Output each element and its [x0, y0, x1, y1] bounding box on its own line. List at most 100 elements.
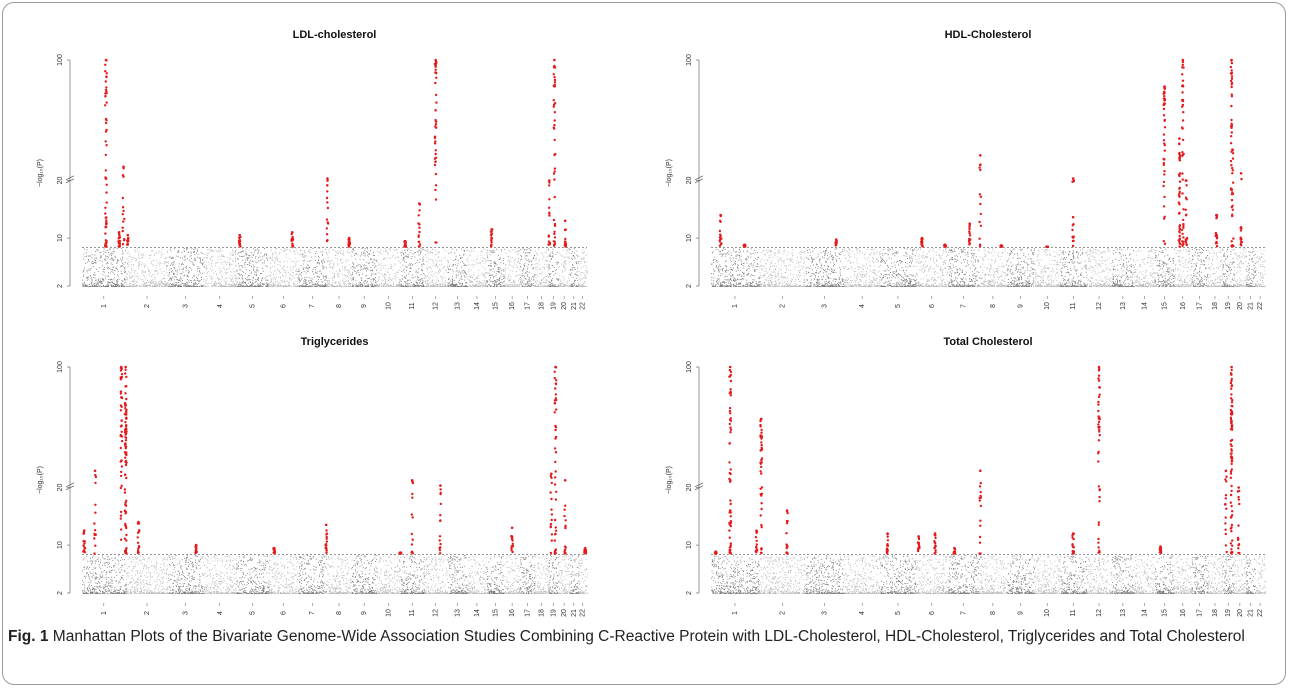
snp-point [211, 263, 212, 264]
snp-point [224, 285, 225, 286]
snp-point [188, 276, 189, 277]
snp-point [454, 280, 455, 281]
snp-point [518, 251, 519, 252]
snp-point [250, 281, 251, 282]
snp-point [129, 266, 130, 267]
snp-point [223, 268, 224, 269]
significant-snp [105, 80, 107, 82]
snp-point [272, 279, 273, 280]
chromosome-label: 1 [732, 304, 739, 308]
snp-point [587, 274, 588, 275]
snp-point [383, 286, 384, 287]
snp-point [405, 256, 406, 257]
snp-point [207, 253, 208, 254]
snp-point [344, 278, 345, 279]
snp-point [150, 285, 151, 286]
snp-point [747, 259, 748, 260]
snp-point [117, 282, 118, 283]
snp-point [286, 281, 287, 282]
snp-point [365, 256, 366, 257]
manhattan-panel-2: HDL-Cholesterol21020100−log₁₀(P)1 2 3 4 5 6 7 8… [666, 29, 1266, 310]
snp-point [227, 257, 228, 258]
snp-point [328, 260, 329, 261]
snp-point [179, 280, 180, 281]
snp-point [722, 274, 723, 275]
snp-point [290, 270, 291, 271]
snp-point [104, 267, 105, 268]
snp-point [373, 271, 374, 272]
snp-point [211, 286, 212, 287]
snp-point [130, 273, 131, 274]
snp-point [503, 276, 504, 277]
snp-point [494, 283, 495, 284]
snp-point [332, 286, 333, 287]
snp-point [128, 264, 129, 265]
snp-point [201, 285, 202, 286]
snp-point [584, 273, 585, 274]
significant-snp [117, 237, 119, 239]
snp-point [99, 252, 100, 253]
snp-point [336, 271, 337, 272]
snp-point [368, 284, 369, 285]
snp-point [584, 262, 585, 263]
snp-point [264, 254, 265, 255]
snp-point [291, 279, 292, 280]
snp-point [332, 285, 333, 286]
snp-point [460, 278, 461, 279]
snp-point [188, 252, 189, 253]
snp-point [422, 282, 423, 283]
snp-point [390, 279, 391, 280]
snp-point [547, 260, 548, 261]
snp-point [433, 284, 434, 285]
snp-point [475, 285, 476, 286]
chromosome-label: 8 [990, 304, 997, 308]
snp-point [530, 280, 531, 281]
snp-point [569, 286, 570, 287]
snp-point [105, 286, 106, 287]
snp-point [183, 268, 184, 269]
snp-point [328, 250, 329, 251]
snp-point [558, 262, 559, 263]
snp-point [505, 286, 506, 287]
snp-point [395, 265, 396, 266]
snp-point [496, 282, 497, 283]
snp-point [548, 284, 549, 285]
snp-point [187, 279, 188, 280]
snp-point [290, 278, 291, 279]
snp-point [493, 276, 494, 277]
snp-point [280, 272, 281, 273]
snp-point [315, 272, 316, 273]
snp-point [87, 280, 88, 281]
snp-point [453, 266, 454, 267]
snp-point [298, 277, 299, 278]
significant-snp [123, 218, 125, 220]
snp-point [180, 273, 181, 274]
snp-point [538, 248, 539, 249]
snp-point [235, 252, 236, 253]
snp-point [134, 276, 135, 277]
significant-snp [553, 219, 555, 221]
snp-point [432, 282, 433, 283]
snp-point [163, 278, 164, 279]
snp-point [271, 282, 272, 283]
snp-point [451, 252, 452, 253]
snp-point [546, 261, 547, 262]
significant-snp [105, 144, 107, 146]
snp-point [195, 254, 196, 255]
snp-point [203, 263, 204, 264]
snp-point [539, 259, 540, 260]
snp-point [356, 254, 357, 255]
snp-point [568, 281, 569, 282]
snp-point [300, 281, 301, 282]
snp-point [586, 261, 587, 262]
snp-point [181, 284, 182, 285]
snp-point [509, 286, 510, 287]
snp-point [456, 268, 457, 269]
snp-point [377, 281, 378, 282]
snp-point [152, 279, 153, 280]
snp-point [242, 256, 243, 257]
snp-point [108, 258, 109, 259]
snp-point [576, 274, 577, 275]
snp-point [117, 275, 118, 276]
snp-point [316, 281, 317, 282]
